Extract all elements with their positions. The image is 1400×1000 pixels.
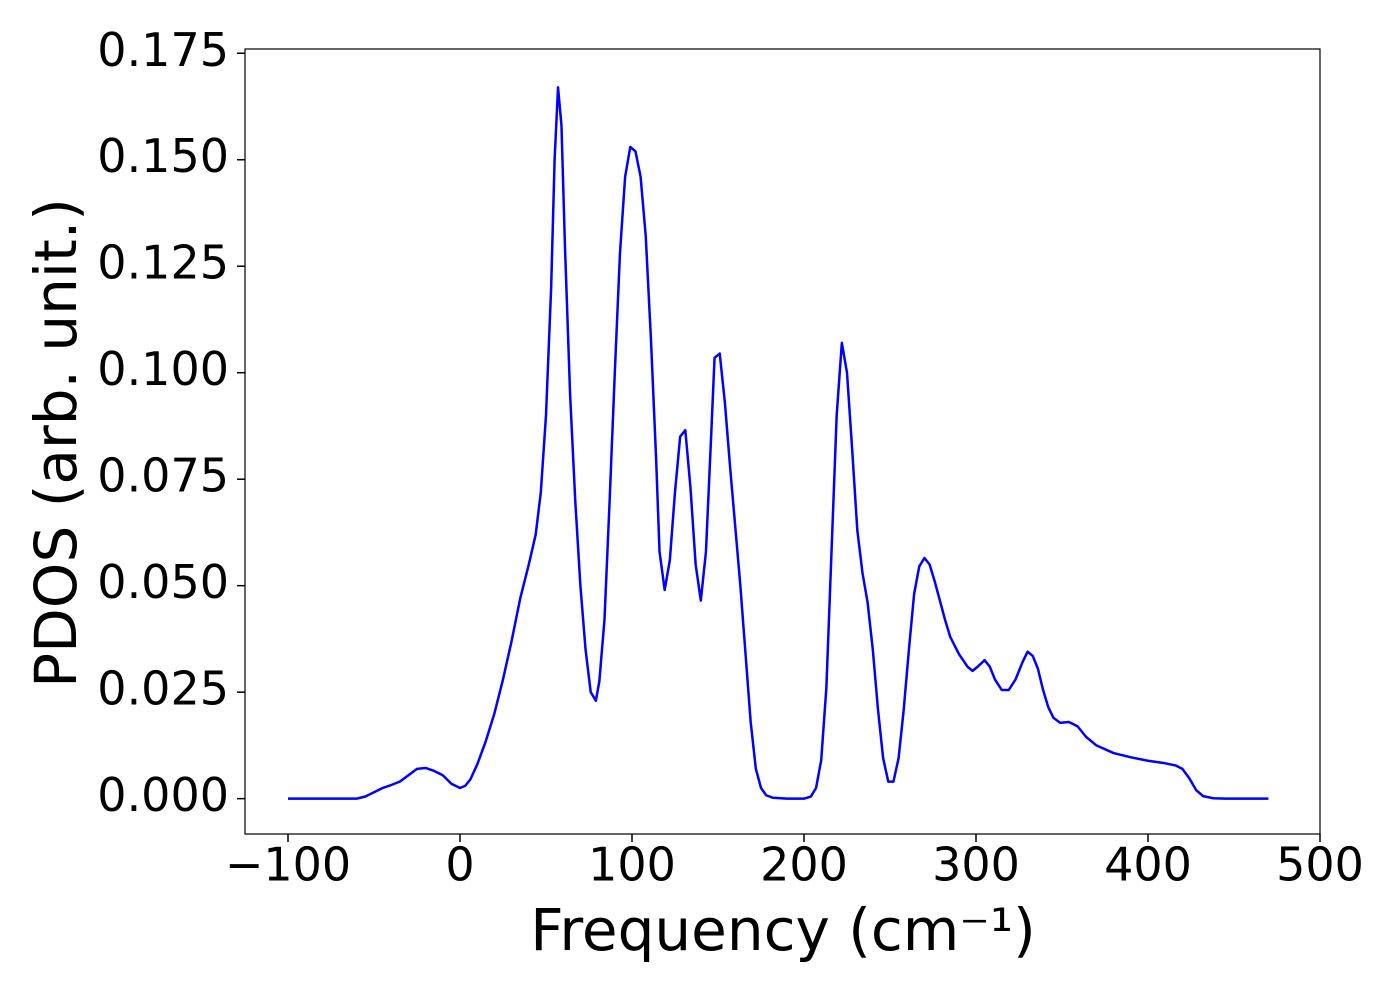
x-tick-label: −100 [225,838,351,892]
plot-frame [244,48,1321,835]
x-tick-label: 100 [588,838,676,892]
y-tick-label: 0.150 [97,129,229,183]
y-tick-label: 0.025 [97,662,229,716]
y-axis-label: PDOS (arb. unit.) [22,198,90,688]
y-tick-label: 0.175 [97,23,229,77]
x-tick-label: 200 [760,838,848,892]
x-tick-label: 0 [445,838,474,892]
x-axis-label: Frequency (cm⁻¹) [530,896,1036,964]
y-tick-label: 0.100 [97,342,229,396]
y-tick-label: 0.000 [97,768,229,822]
pdos-line [288,86,1269,800]
y-tick-label: 0.125 [97,236,229,290]
x-tick-label: 400 [1104,838,1192,892]
y-tick-label: 0.075 [97,449,229,503]
x-tick-label: 300 [932,838,1020,892]
y-tick-label: 0.050 [97,555,229,609]
x-tick-label: 500 [1276,838,1364,892]
